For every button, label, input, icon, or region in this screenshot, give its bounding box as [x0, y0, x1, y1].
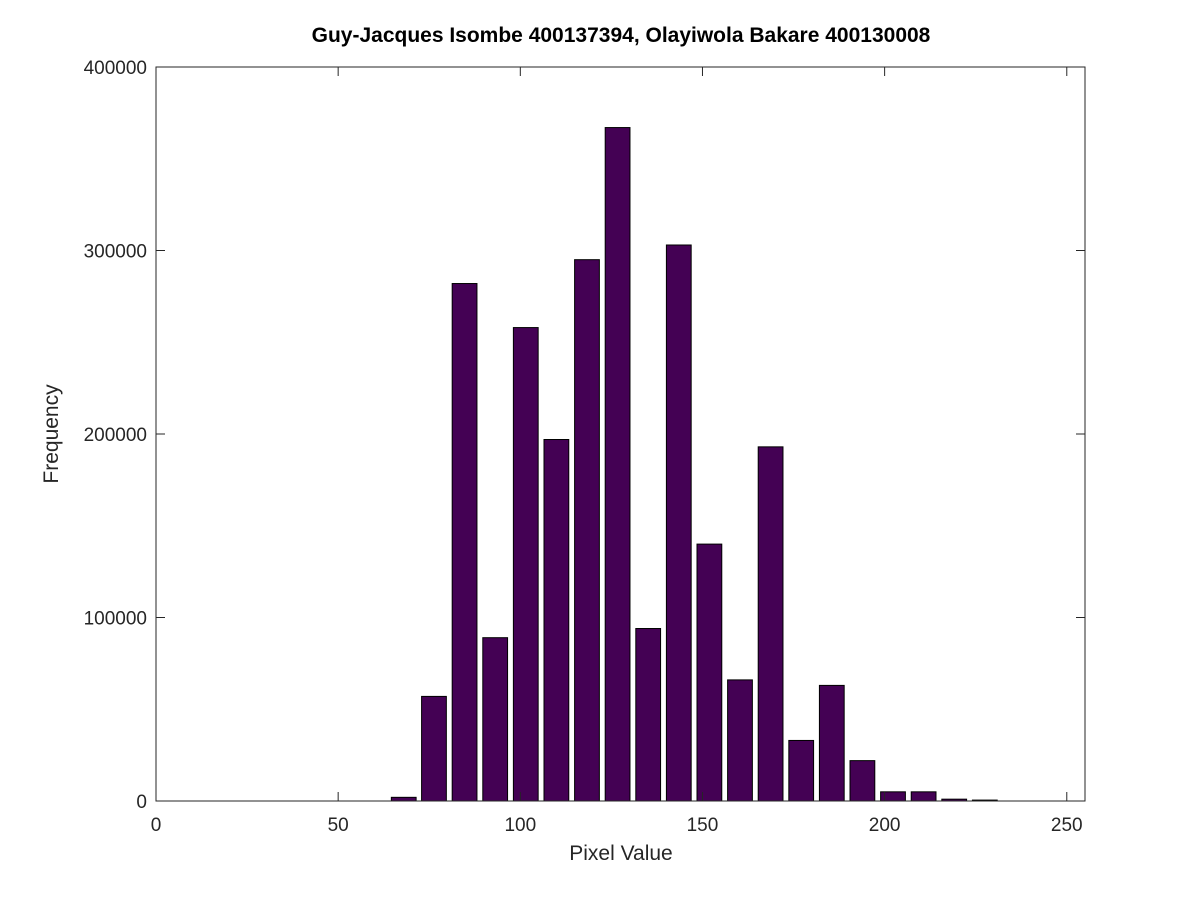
- y-tick-label-4: 400000: [84, 58, 147, 79]
- x-tick-label-4: 200: [869, 815, 901, 836]
- x-tick-label-3: 150: [687, 815, 719, 836]
- bar-20: [757, 446, 784, 802]
- bar-21: [788, 739, 815, 802]
- bar-23: [849, 760, 876, 802]
- bar-14: [574, 259, 600, 802]
- y-tick-label-3: 300000: [84, 242, 147, 263]
- bar-16: [635, 628, 662, 802]
- bar-15: [604, 127, 631, 802]
- x-tick-label-5: 250: [1051, 815, 1083, 836]
- bar-8: [390, 796, 417, 802]
- bar-18: [696, 543, 723, 802]
- bar-25: [910, 791, 937, 802]
- y-tick-label-2: 200000: [84, 425, 147, 446]
- x-tick-label-0: 0: [151, 815, 162, 836]
- bar-13: [543, 439, 570, 802]
- x-axis-label: Pixel Value: [569, 842, 673, 865]
- bar-9: [421, 695, 447, 802]
- bar-19: [727, 679, 753, 802]
- x-tick-label-1: 50: [328, 815, 349, 836]
- x-tick-label-2: 100: [504, 815, 536, 836]
- y-axis-label: Frequency: [40, 384, 63, 484]
- bar-10: [451, 283, 478, 802]
- bar-12: [512, 327, 539, 802]
- axes-group: 0 50 100 150 200 250 0 100000 200000 300000 400000: [84, 58, 1086, 836]
- y-tick-label-1: 100000: [84, 609, 147, 630]
- y-tick-label-0: 0: [136, 792, 147, 813]
- bar-11: [482, 637, 509, 802]
- chart-title: Guy-Jacques Isombe 400137394, Olayiwola …: [312, 24, 931, 47]
- bars-group: [390, 127, 998, 802]
- bar-17: [665, 244, 692, 802]
- bar-22: [818, 684, 845, 802]
